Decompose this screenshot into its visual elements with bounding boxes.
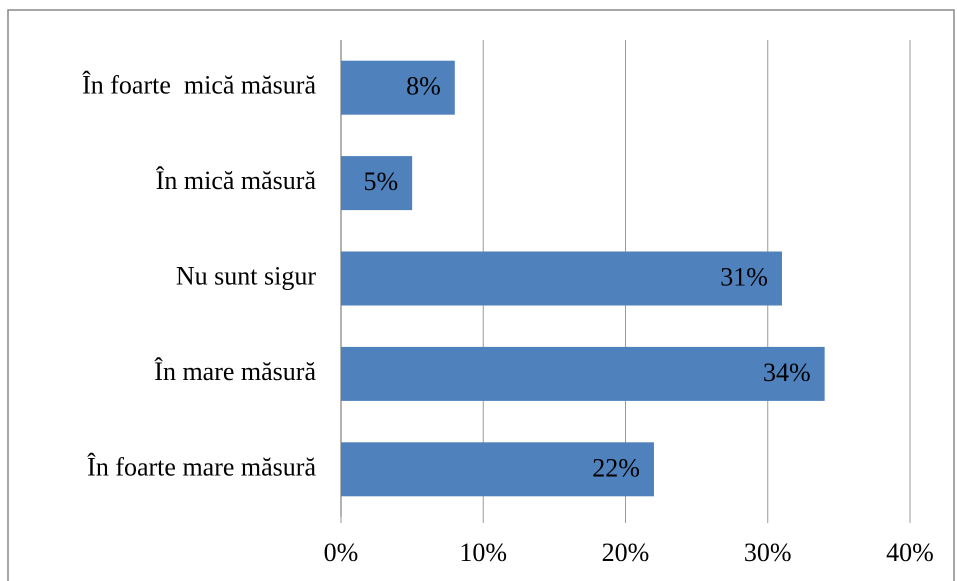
value-label: 31% xyxy=(720,262,768,291)
value-label: 8% xyxy=(406,72,441,101)
x-tick-label: 20% xyxy=(602,538,650,567)
x-tick-label: 30% xyxy=(744,538,792,567)
value-label: 22% xyxy=(592,453,640,482)
y-tick-label: În foarte mică măsură xyxy=(82,71,316,100)
bar xyxy=(341,346,825,401)
bar xyxy=(341,251,782,306)
value-label: 34% xyxy=(763,358,811,387)
bar xyxy=(341,60,455,115)
bar xyxy=(341,442,654,497)
x-tick-label: 40% xyxy=(886,538,934,567)
y-tick-label: În foarte mare măsură xyxy=(87,452,316,481)
x-tick-label: 0% xyxy=(324,538,359,567)
y-tick-label: În mică măsură xyxy=(156,166,317,195)
y-tick-label: În mare măsură xyxy=(154,357,316,386)
chart-frame xyxy=(7,9,955,581)
y-tick-label: Nu sunt sigur xyxy=(176,261,316,290)
x-tick-label: 10% xyxy=(459,538,507,567)
value-label: 5% xyxy=(363,167,398,196)
bar xyxy=(341,156,413,211)
